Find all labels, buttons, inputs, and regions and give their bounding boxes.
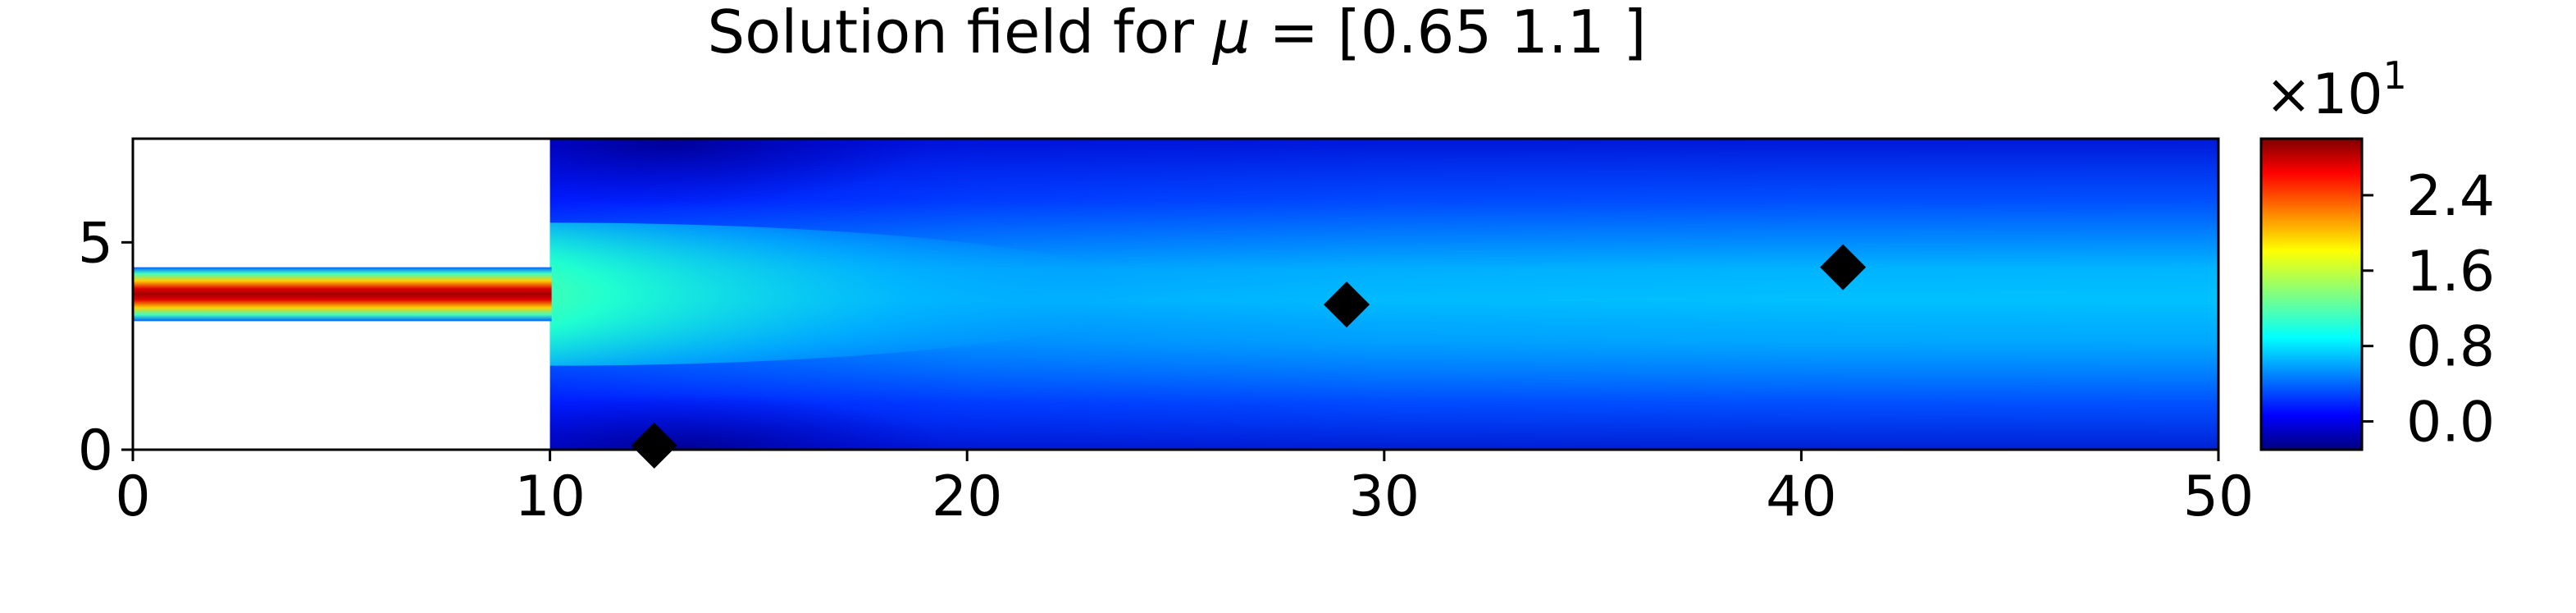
x-tick-label: 30 (1349, 464, 1420, 529)
colorbar-multiplier: ×101 (2265, 53, 2407, 127)
x-tick-label: 10 (514, 464, 586, 529)
mu-symbol: μ (1212, 0, 1251, 66)
colorbar: 0.0 0.8 1.6 2.4 ×101 (2259, 53, 2495, 455)
x-axis: 0 10 20 30 40 50 (115, 450, 2254, 529)
colorbar-gradient (2259, 137, 2364, 451)
solution-field (133, 139, 2218, 450)
colorbar-tick-label: 2.4 (2406, 164, 2495, 229)
probe-marker (631, 422, 677, 469)
probe-markers (631, 244, 1867, 469)
x-tick-label: 40 (1766, 464, 1837, 529)
colorbar-tick-label: 1.6 (2406, 240, 2495, 304)
colorbar-exponent: 1 (2383, 53, 2407, 98)
axes-frame (131, 137, 2220, 451)
y-tick-label: 0 (78, 419, 113, 483)
x-tick-label: 20 (932, 464, 1003, 529)
low-value-region-top (549, 139, 934, 208)
x-tick-label: 0 (115, 464, 150, 529)
probe-marker (1324, 281, 1370, 328)
probe-marker (1820, 244, 1867, 290)
main-channel-field (549, 139, 2218, 450)
y-axis: 05 (78, 211, 133, 483)
x-tick-label: 50 (2183, 464, 2255, 529)
jet-plume (549, 222, 1151, 366)
chart-title: Solution field for μ = [0.65 1.1 ] (707, 0, 1646, 66)
colorbar-tick-label: 0.8 (2406, 315, 2495, 380)
inlet-channel-field (133, 267, 552, 322)
colorbar-ticks: 0.0 0.8 1.6 2.4 (2362, 164, 2495, 455)
colorbar-tick-label: 0.0 (2406, 391, 2495, 455)
y-tick-label: 5 (78, 211, 113, 276)
